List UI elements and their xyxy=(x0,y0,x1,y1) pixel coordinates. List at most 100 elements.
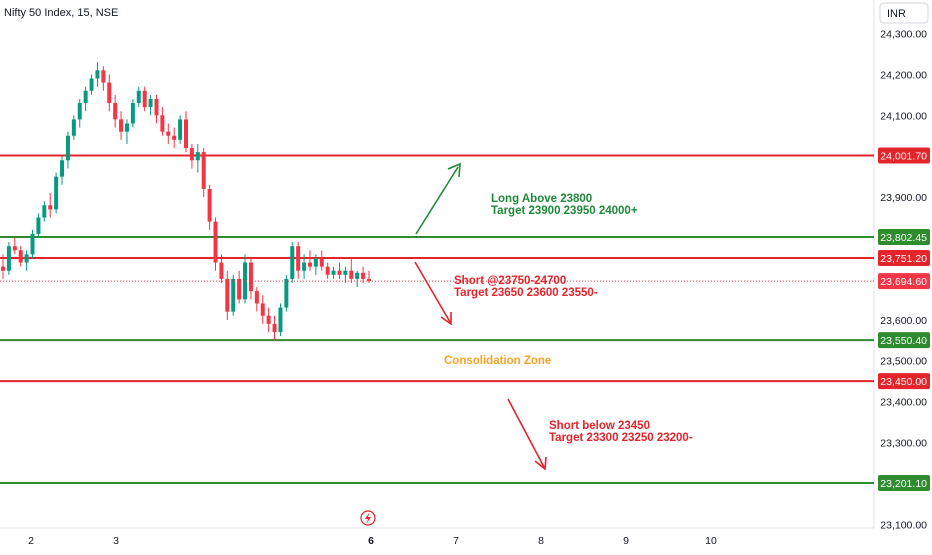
level-price-label: 24,001.70 xyxy=(880,151,927,163)
y-tick-label: 24,200.00 xyxy=(880,69,927,81)
candle-body xyxy=(290,246,295,279)
short-arrow-lower[interactable] xyxy=(507,398,547,471)
long-arrow[interactable] xyxy=(415,162,461,235)
level-price-label: 23,751.20 xyxy=(880,253,927,265)
candle-body xyxy=(130,103,135,124)
level-price-tag xyxy=(878,249,930,266)
level-price-tag xyxy=(878,474,930,491)
y-tick-label: 23,300.00 xyxy=(880,438,927,450)
candle-body xyxy=(24,254,29,263)
level-price-label: 23,550.40 xyxy=(880,335,927,347)
level-price-tag xyxy=(878,332,930,349)
candle-body xyxy=(160,115,165,132)
level-price-tag xyxy=(878,147,930,164)
x-tick-label: 6 xyxy=(368,535,374,547)
level-price-tag xyxy=(878,373,930,390)
currency-button[interactable]: INR xyxy=(879,2,929,24)
candle-body xyxy=(184,119,188,149)
candle-body xyxy=(237,278,242,300)
long-target-text[interactable]: Target 23900 23950 24000+ xyxy=(491,205,638,217)
candle-body xyxy=(243,262,248,300)
candle-body xyxy=(54,176,59,210)
candle-body xyxy=(189,148,194,161)
candle-body xyxy=(148,98,153,108)
candle-body xyxy=(201,152,206,189)
level-price-label: 23,201.10 xyxy=(880,478,927,490)
candle-body xyxy=(313,258,318,267)
x-tick-label: 2 xyxy=(28,535,34,547)
candle-body xyxy=(225,278,230,312)
candle-body xyxy=(6,246,11,271)
candle-body xyxy=(36,217,41,234)
candle-body xyxy=(307,262,312,267)
long-title-text[interactable]: Long Above 23800 xyxy=(491,193,592,205)
y-tick-label: 23,400.00 xyxy=(880,397,927,409)
candle-body xyxy=(113,103,118,120)
short2-target-text[interactable]: Target 23300 23250 23200- xyxy=(549,432,693,444)
candle-body xyxy=(248,262,253,292)
candle-body xyxy=(65,135,70,161)
candle-body xyxy=(272,323,277,333)
candle-body xyxy=(343,270,348,275)
candle-body xyxy=(266,315,271,324)
candle-body xyxy=(136,90,141,104)
candle-body xyxy=(296,246,301,271)
candle-body xyxy=(95,70,100,79)
x-tick-label: 9 xyxy=(623,535,629,547)
currency-label: INR xyxy=(887,8,906,20)
candle-body xyxy=(77,103,82,120)
candle-body xyxy=(107,82,112,104)
candle-body xyxy=(12,246,17,251)
level-price-tag xyxy=(878,228,930,245)
candle-body xyxy=(89,78,94,91)
candle-body xyxy=(18,250,23,263)
candle-body xyxy=(331,270,336,275)
x-axis-ticks[interactable]: 23678910131415 xyxy=(28,535,932,547)
y-tick-label: 23,600.00 xyxy=(880,315,927,327)
candle-body xyxy=(71,119,76,136)
candle-body xyxy=(172,135,177,140)
candle-body xyxy=(195,152,200,161)
short2-title-text[interactable]: Short below 23450 xyxy=(549,420,650,432)
chart-title: Nifty 50 Index, 15, NSE xyxy=(4,7,118,19)
short-arrow-upper[interactable] xyxy=(414,261,452,326)
level-price-label: 23,802.45 xyxy=(880,232,927,244)
candle-body xyxy=(42,205,47,218)
y-tick-label: 23,500.00 xyxy=(880,356,927,368)
candle-body xyxy=(119,119,124,132)
last-price-label: 23,694.60 xyxy=(880,276,927,288)
candle-body xyxy=(355,272,360,279)
y-tick-label: 24,300.00 xyxy=(880,29,927,41)
candle-body xyxy=(207,188,212,222)
short1-target-text[interactable]: Target 23650 23600 23550- xyxy=(454,287,598,299)
lightning-bolt-icon[interactable] xyxy=(360,510,376,526)
candle-body xyxy=(142,90,147,108)
candle-body xyxy=(166,131,171,136)
short1-title-text[interactable]: Short @23750-24700 xyxy=(454,275,566,287)
y-axis-ticks[interactable]: 24,300.00 24,200.00 24,100.00 23,900.00 23,6… xyxy=(880,29,927,532)
candle-body xyxy=(278,307,283,333)
candle-body xyxy=(213,221,218,263)
candle-body xyxy=(337,270,342,275)
consolidation-text[interactable]: Consolidation Zone xyxy=(444,355,551,367)
candle-body xyxy=(302,262,307,271)
candle-body xyxy=(124,123,129,132)
y-tick-label: 23,900.00 xyxy=(880,192,927,204)
candle-body xyxy=(83,90,88,104)
candle-body xyxy=(1,266,5,271)
level-price-label: 23,450.00 xyxy=(880,376,927,388)
horizontal-levels[interactable]: 24,001.70 23,802.45 23,751.20 23,550.40 23,4… xyxy=(0,147,930,491)
candle-body xyxy=(30,233,35,255)
candle-body xyxy=(260,303,265,316)
candle-body xyxy=(349,270,354,279)
candle-body xyxy=(219,262,224,279)
y-tick-label: 23,100.00 xyxy=(880,519,927,531)
candle-body xyxy=(325,266,330,275)
last-price-tag xyxy=(878,273,930,290)
x-tick-label: 7 xyxy=(453,535,459,547)
candle-body xyxy=(178,119,183,140)
y-tick-label: 24,100.00 xyxy=(880,110,927,122)
